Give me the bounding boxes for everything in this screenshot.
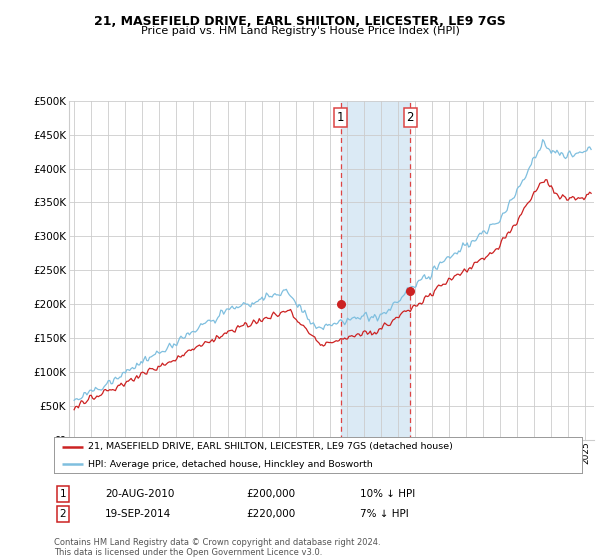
Text: 19-SEP-2014: 19-SEP-2014 (105, 509, 171, 519)
Text: 1: 1 (337, 111, 344, 124)
Bar (341, 101, 410, 440)
Text: HPI: Average price, detached house, Hinckley and Bosworth: HPI: Average price, detached house, Hinc… (88, 460, 373, 469)
Text: Contains HM Land Registry data © Crown copyright and database right 2024.: Contains HM Land Registry data © Crown c… (54, 538, 380, 547)
Text: 2: 2 (406, 111, 414, 124)
Text: 21, MASEFIELD DRIVE, EARL SHILTON, LEICESTER, LE9 7GS: 21, MASEFIELD DRIVE, EARL SHILTON, LEICE… (94, 15, 506, 27)
Text: 2: 2 (59, 509, 67, 519)
Text: 20-AUG-2010: 20-AUG-2010 (105, 489, 175, 499)
Text: 21, MASEFIELD DRIVE, EARL SHILTON, LEICESTER, LE9 7GS (detached house): 21, MASEFIELD DRIVE, EARL SHILTON, LEICE… (88, 442, 453, 451)
Text: This data is licensed under the Open Government Licence v3.0.: This data is licensed under the Open Gov… (54, 548, 322, 557)
Text: Price paid vs. HM Land Registry's House Price Index (HPI): Price paid vs. HM Land Registry's House … (140, 26, 460, 36)
Text: 1: 1 (59, 489, 67, 499)
Text: £220,000: £220,000 (246, 509, 295, 519)
Text: 10% ↓ HPI: 10% ↓ HPI (360, 489, 415, 499)
Text: £200,000: £200,000 (246, 489, 295, 499)
Text: 7% ↓ HPI: 7% ↓ HPI (360, 509, 409, 519)
